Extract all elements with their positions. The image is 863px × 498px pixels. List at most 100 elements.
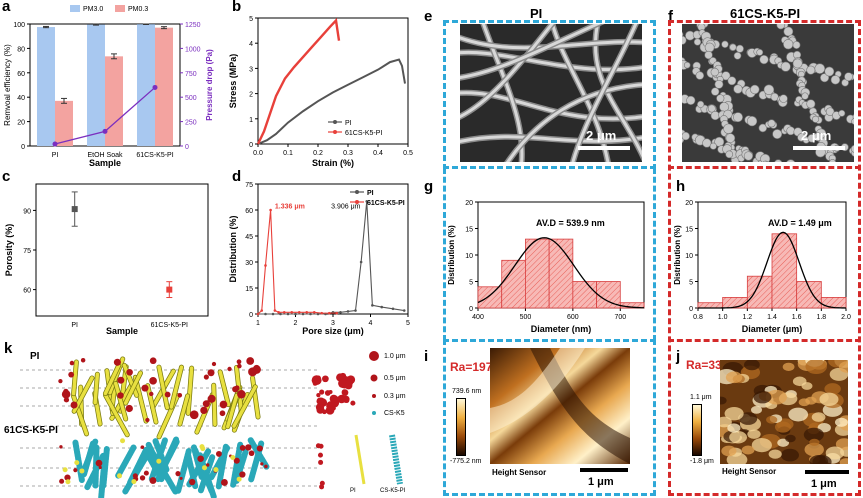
- afm-grain: [750, 405, 763, 414]
- particle: [252, 365, 261, 374]
- series-point-PI: [380, 305, 384, 309]
- pressure-drop-point: [152, 84, 158, 90]
- sem-bead: [729, 43, 737, 51]
- afm-grain: [824, 383, 841, 395]
- chart-g: 400 500 600 700 0 5 10 15 20 AV.D = 539.9 nm Diame…: [447, 200, 645, 334]
- sem-bead: [783, 39, 794, 50]
- y-tick-label: 15: [685, 227, 693, 234]
- sem-bead: [850, 144, 854, 153]
- pi-fiber: [226, 393, 239, 429]
- particle: [189, 478, 196, 486]
- panel-label-e: e: [424, 8, 433, 25]
- pi-dashed-frame-mid: [443, 168, 656, 341]
- panel-label-j: j: [676, 348, 681, 365]
- pi-dashed-frame-bottom: [443, 339, 656, 496]
- y-axis-label: Distribution (%): [228, 216, 238, 283]
- series-point-PI: [402, 309, 406, 312]
- afm-grain: [774, 421, 791, 433]
- sem-bead: [806, 65, 816, 75]
- sem-bead: [820, 73, 830, 83]
- y2-tick-label: 750: [185, 71, 197, 78]
- x-tick-label: PI: [71, 322, 78, 329]
- scale-label-f: 2 μm: [801, 128, 832, 143]
- pi-fiber: [113, 381, 128, 421]
- pi-fiber: [178, 394, 190, 426]
- sem-bead: [704, 50, 713, 60]
- afm-scalelabel-i: 1 μm: [588, 476, 614, 488]
- yellow-particle: [236, 476, 242, 482]
- data-point-PI: [71, 206, 78, 213]
- x-tick-label: 1.8: [816, 314, 826, 321]
- afm-sensor-j: Height Sensor: [722, 467, 777, 476]
- sem-image-cs: [682, 24, 854, 162]
- sem-bead: [797, 70, 805, 78]
- series-point-PI: [279, 312, 282, 316]
- histogram-bar: [722, 297, 748, 309]
- afm-grain: [792, 376, 807, 387]
- scale-bar-e: [578, 146, 630, 150]
- series-point-61CS-K5-PI: [264, 264, 267, 267]
- bar-PM3.0: [37, 27, 55, 146]
- pi-fiber: [211, 383, 217, 427]
- particle: [68, 371, 75, 378]
- passed-particle: [322, 375, 329, 383]
- y-tick-label: 100: [13, 22, 25, 29]
- panel-label-f: f: [668, 8, 673, 25]
- particle: [260, 462, 264, 466]
- panel-label-h: h: [676, 178, 686, 195]
- panel-label-b: b: [232, 0, 242, 15]
- panel-label-c: c: [2, 168, 11, 185]
- series-point-61CS-K5-PI: [260, 309, 264, 312]
- cs-column-title: 61CS-K5-PI: [730, 6, 801, 21]
- y-tick-label: 4: [249, 41, 253, 48]
- sem-fiber-highlight: [481, 24, 524, 162]
- x-axis-label: Strain (%): [312, 158, 354, 168]
- yellow-particle: [117, 473, 123, 479]
- panel-label-d: d: [232, 168, 242, 185]
- yellow-particle: [213, 467, 219, 473]
- afm-scalelabel-j: 1 μm: [811, 478, 837, 490]
- afm-grain: [782, 362, 795, 371]
- sem-bead: [780, 61, 791, 72]
- series-line-PI: [258, 201, 405, 315]
- particle: [177, 392, 183, 398]
- particle: [64, 397, 70, 403]
- pi-fiber: [218, 370, 231, 407]
- afm-grain: [788, 407, 809, 422]
- x-tick-label: 0.5: [403, 150, 413, 157]
- particle: [113, 358, 121, 366]
- series-point-61CS-K5-PI: [335, 311, 339, 315]
- cs-fiber: [127, 446, 150, 486]
- series-point-61CS-K5-PI: [277, 310, 280, 314]
- afm-scalebar-j: [805, 470, 849, 474]
- particle: [227, 366, 232, 372]
- sem-bead: [707, 104, 716, 113]
- afm-grain: [766, 415, 778, 424]
- y2-tick-label: 0: [185, 144, 189, 151]
- sem-bead: [829, 159, 836, 162]
- afm-grain: [725, 371, 743, 384]
- passed-particle: [350, 400, 356, 406]
- particle: [149, 376, 157, 385]
- scale-bar-f: [793, 146, 845, 150]
- pi-fiber: [169, 365, 184, 409]
- particle: [141, 384, 149, 392]
- sem-bead: [727, 76, 737, 86]
- particle: [189, 410, 199, 420]
- afm-grain: [753, 390, 772, 404]
- series-point-61CS-K5-PI: [282, 310, 286, 314]
- sem-fiber-highlight: [460, 24, 602, 80]
- y-tick-label: 90: [23, 208, 31, 215]
- histogram-bar: [796, 281, 822, 309]
- series-point-61CS-K5-PI: [269, 208, 272, 212]
- y-tick-label: 75: [245, 182, 253, 189]
- sem-bead: [697, 100, 705, 108]
- afm-grain: [724, 406, 744, 421]
- sem-bead: [813, 132, 823, 142]
- sem-bead: [743, 151, 753, 161]
- particle: [200, 406, 208, 415]
- sem-bead: [767, 119, 776, 128]
- sem-bead: [838, 109, 846, 117]
- series-line-PI: [257, 58, 406, 145]
